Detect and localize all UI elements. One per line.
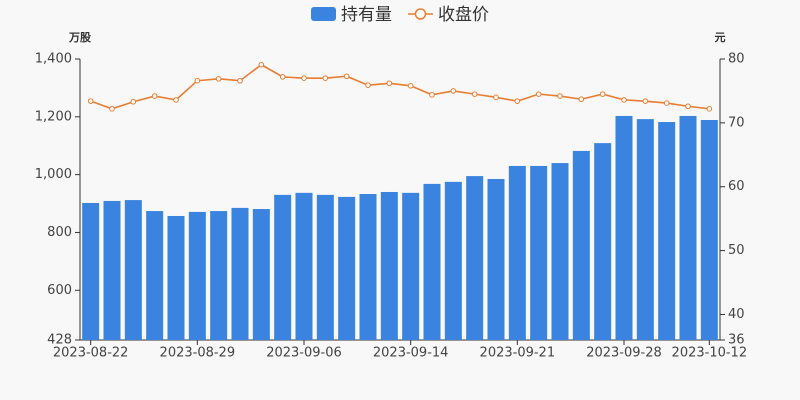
y2-axis-unit: 元 — [715, 31, 726, 44]
y-tick-label: 1,400 — [35, 52, 72, 67]
x-tick-label: 2023-10-12 — [672, 346, 748, 361]
price-point — [578, 96, 585, 103]
bar — [444, 181, 462, 340]
bar — [594, 143, 612, 340]
legend-label: 持有量 — [341, 5, 392, 25]
price-point — [215, 75, 222, 82]
price-point — [642, 98, 649, 104]
bar — [658, 122, 676, 340]
x-tick-label: 2023-08-22 — [53, 346, 129, 361]
x-tick-label: 2023-09-21 — [480, 346, 556, 361]
price-point — [258, 61, 265, 68]
legend-label: 收盘价 — [438, 5, 489, 25]
price-point — [706, 106, 713, 112]
bar — [124, 200, 142, 340]
bar — [252, 209, 270, 340]
price-point — [663, 100, 670, 106]
legend-swatch — [414, 8, 427, 20]
price-line — [90, 63, 710, 110]
y2-tick-label: 50 — [728, 243, 745, 258]
bar — [210, 211, 228, 340]
price-point — [194, 77, 201, 84]
y2-tick-label: 80 — [728, 52, 745, 67]
bar — [423, 183, 441, 340]
price-point — [109, 106, 115, 112]
bar — [551, 163, 569, 340]
y-tick-label: 1,200 — [35, 109, 72, 124]
x-tick-label: 2023-09-14 — [373, 346, 449, 361]
bar — [402, 192, 420, 340]
y-tick-label: 428 — [47, 333, 72, 348]
bar — [274, 194, 292, 340]
price-point — [301, 75, 307, 81]
legend-swatch — [311, 7, 336, 21]
price-point — [322, 75, 329, 81]
y2-tick-label: 36 — [728, 333, 745, 348]
bar — [487, 178, 505, 340]
y-tick-label: 800 — [47, 225, 72, 240]
bar — [359, 194, 377, 340]
bar — [636, 119, 654, 341]
price-point — [386, 80, 393, 87]
bar — [82, 202, 100, 340]
x-tick-label: 2023-09-28 — [586, 346, 662, 361]
price-point — [365, 82, 371, 88]
bar — [231, 207, 249, 340]
y-axis-unit: 万股 — [68, 31, 92, 44]
bar — [700, 119, 718, 341]
bar — [508, 165, 526, 340]
price-point — [599, 91, 606, 97]
bar — [188, 211, 206, 340]
price-point — [514, 98, 521, 104]
bar — [167, 215, 185, 340]
price-point — [535, 91, 542, 97]
price-point — [407, 83, 414, 89]
price-point — [279, 74, 286, 80]
price-point — [685, 103, 691, 110]
bar — [530, 165, 548, 340]
price-point — [173, 97, 179, 103]
bar — [103, 200, 121, 340]
y-tick-label: 600 — [47, 283, 72, 298]
bar — [146, 211, 164, 340]
y2-tick-label: 70 — [728, 115, 745, 130]
bar — [338, 196, 356, 340]
price-point — [493, 94, 499, 101]
bar — [679, 115, 697, 340]
bar — [380, 191, 398, 340]
x-tick-label: 2023-08-29 — [160, 346, 236, 361]
price-point — [343, 73, 350, 80]
price-point — [557, 93, 563, 99]
price-point — [87, 98, 94, 104]
x-tick-label: 2023-09-06 — [266, 346, 342, 361]
y2-tick-label: 40 — [728, 307, 745, 322]
bar — [466, 176, 484, 340]
price-point — [429, 91, 435, 98]
price-point — [471, 91, 478, 97]
price-point — [621, 97, 627, 103]
bar — [572, 150, 590, 340]
bar — [316, 194, 334, 340]
y2-tick-label: 60 — [728, 179, 745, 194]
bar — [295, 192, 313, 340]
bar — [615, 115, 633, 340]
price-point — [130, 98, 137, 105]
price-point — [151, 93, 158, 99]
y-tick-label: 1,000 — [35, 167, 72, 182]
price-point — [450, 88, 457, 94]
price-point — [237, 77, 243, 84]
